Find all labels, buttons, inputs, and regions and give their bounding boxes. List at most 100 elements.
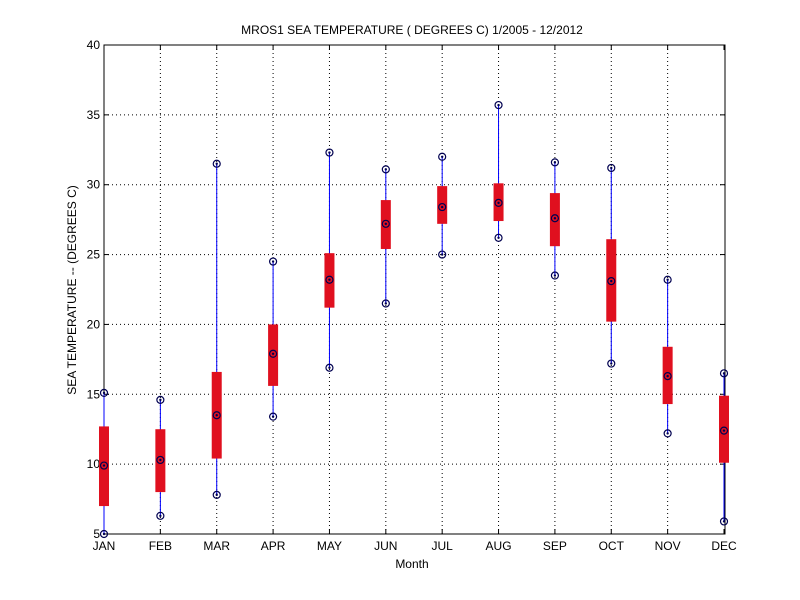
y-tick-label: 5: [93, 527, 100, 541]
box-dec: [719, 395, 729, 463]
max-marker-dec: [719, 369, 729, 378]
x-tick-label-aug: AUG: [486, 539, 512, 553]
x-tick-label-oct: OCT: [599, 539, 625, 553]
min-marker-nov: [663, 429, 672, 438]
x-tick-label-dec: DEC: [711, 539, 737, 553]
median-marker-mar: [212, 411, 221, 420]
min-marker-apr: [268, 412, 278, 421]
min-marker-dot-may: [328, 366, 331, 369]
median-marker-dot-dec: [722, 429, 726, 432]
median-marker-jun: [381, 219, 390, 228]
x-tick-label-nov: NOV: [655, 539, 681, 553]
min-marker-sep: [550, 271, 560, 280]
median-marker-dot-feb: [159, 458, 162, 462]
max-marker-dot-apr: [271, 260, 275, 263]
median-marker-sep: [550, 214, 560, 223]
median-marker-nov: [663, 372, 672, 381]
box-apr: [268, 324, 279, 386]
max-marker-sep: [550, 158, 560, 167]
max-marker-dot-feb: [159, 398, 162, 402]
max-marker-dot-nov: [666, 278, 669, 281]
median-marker-dot-jan: [102, 464, 106, 467]
median-marker-apr: [268, 349, 278, 358]
median-marker-dot-mar: [215, 414, 218, 417]
max-marker-dot-may: [328, 151, 331, 154]
x-tick-label-jun: JUN: [374, 539, 397, 553]
median-marker-dot-jun: [384, 222, 388, 226]
chart-title: MROS1 SEA TEMPERATURE ( DEGREES C) 1/200…: [241, 23, 583, 37]
x-tick-label-jul: JUL: [432, 539, 454, 553]
x-tick-label-mar: MAR: [203, 539, 230, 553]
min-marker-may: [325, 363, 334, 372]
y-axis-label: SEA TEMPERATURE -- (DEGREES C): [65, 185, 79, 395]
max-marker-aug: [494, 100, 503, 110]
min-marker-dot-dec: [722, 520, 726, 523]
min-marker-dec: [719, 517, 729, 526]
plot-frame: [103, 44, 726, 535]
min-marker-dot-nov: [666, 432, 669, 435]
max-marker-feb: [156, 395, 165, 404]
min-marker-feb: [156, 511, 165, 520]
axis-ticks: 5 10 15 20 25 30 35 40 JAN FEB MAR APR MAY JUN JUL AUG S…: [87, 38, 737, 553]
median-marker-oct: [607, 277, 616, 286]
min-marker-dot-sep: [553, 274, 557, 277]
median-marker-may: [325, 275, 334, 284]
markers: [99, 100, 729, 539]
y-tick-label: 25: [87, 248, 101, 262]
x-tick-label-apr: APR: [261, 539, 286, 553]
max-marker-dot-jan: [102, 391, 106, 395]
min-marker-dot-feb: [159, 514, 162, 518]
max-marker-dot-aug: [497, 103, 500, 107]
y-tick-label: 10: [87, 457, 101, 471]
x-tick-label-may: MAY: [317, 539, 342, 553]
x-axis-label: Month: [395, 557, 428, 571]
max-marker-jan: [99, 388, 109, 397]
min-marker-dot-aug: [497, 236, 500, 240]
median-marker-dec: [719, 426, 729, 435]
box-sep: [549, 193, 560, 247]
median-marker-jul: [438, 202, 447, 212]
min-marker-dot-jun: [384, 302, 388, 305]
median-marker-aug: [494, 198, 503, 207]
min-marker-oct: [607, 359, 616, 368]
min-marker-dot-apr: [271, 415, 275, 418]
max-marker-dot-sep: [553, 161, 557, 164]
y-tick-label: 35: [87, 108, 101, 122]
max-marker-dot-oct: [610, 166, 613, 170]
min-marker-mar: [212, 490, 221, 499]
min-marker-jun: [381, 299, 390, 308]
median-marker-dot-jul: [440, 205, 444, 209]
y-tick-label: 20: [87, 317, 101, 331]
max-marker-jun: [381, 165, 390, 174]
median-marker-dot-nov: [666, 374, 669, 378]
min-marker-jan: [99, 529, 109, 539]
median-marker-dot-may: [328, 278, 331, 281]
median-marker-dot-sep: [553, 217, 557, 220]
max-marker-jul: [438, 152, 447, 161]
x-tick-label-feb: FEB: [149, 539, 172, 553]
y-tick-label: 30: [87, 178, 101, 192]
min-marker-aug: [494, 233, 503, 242]
x-tick-label-jan: JAN: [93, 539, 116, 553]
min-marker-jul: [438, 250, 447, 259]
max-marker-oct: [607, 163, 616, 173]
max-marker-nov: [663, 275, 672, 284]
max-marker-dot-jun: [384, 168, 388, 171]
median-marker-jan: [99, 461, 109, 470]
y-tick-label: 40: [87, 38, 101, 52]
max-marker-mar: [212, 159, 221, 168]
min-marker-dot-oct: [610, 362, 613, 365]
min-marker-dot-mar: [215, 493, 218, 497]
median-marker-dot-aug: [497, 201, 500, 205]
min-marker-dot-jul: [440, 253, 444, 256]
max-marker-may: [325, 148, 334, 157]
x-tick-label-sep: SEP: [543, 539, 567, 553]
min-marker-dot-jan: [102, 532, 106, 536]
median-marker-feb: [156, 455, 165, 465]
max-marker-dot-jul: [440, 155, 444, 158]
median-marker-dot-oct: [610, 279, 613, 283]
median-marker-dot-apr: [271, 352, 275, 355]
max-marker-apr: [268, 257, 278, 266]
